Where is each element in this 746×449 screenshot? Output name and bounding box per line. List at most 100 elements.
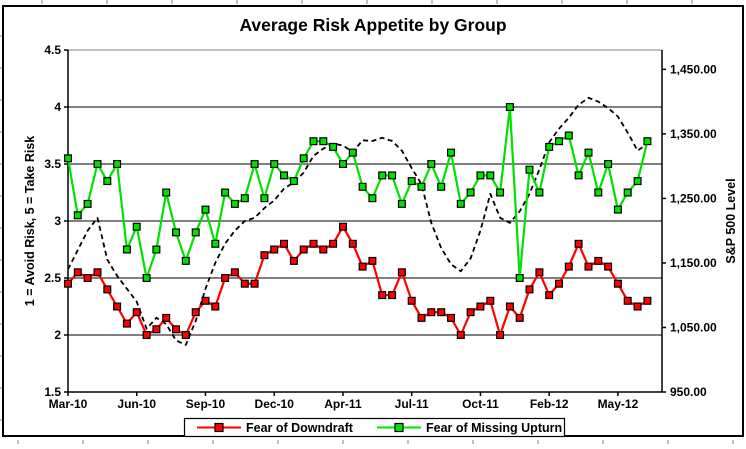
series-marker-fear-of-downdraft — [368, 256, 377, 265]
axes — [64, 49, 666, 396]
series-marker-fear-of-downdraft — [348, 239, 357, 248]
series-marker-fear-of-downdraft — [299, 245, 308, 254]
series-marker-fear-of-downdraft — [211, 302, 220, 311]
series-marker-fear-of-missing-upturn — [584, 148, 593, 157]
series-marker-fear-of-missing-upturn — [407, 177, 416, 186]
x-axis-tick-label: May-12 — [598, 397, 639, 411]
series-marker-fear-of-missing-upturn — [643, 137, 652, 146]
series-marker-fear-of-missing-upturn — [280, 171, 289, 180]
x-axis-tick-label: Feb-12 — [530, 397, 569, 411]
series-marker-fear-of-missing-upturn — [388, 171, 397, 180]
series-marker-fear-of-missing-upturn — [378, 171, 387, 180]
series-marker-fear-of-missing-upturn — [594, 188, 603, 197]
series-marker-fear-of-missing-upturn — [348, 148, 357, 157]
series-marker-fear-of-missing-upturn — [466, 188, 475, 197]
series-layer — [63, 96, 652, 346]
series-marker-fear-of-missing-upturn — [554, 137, 563, 146]
series-marker-fear-of-downdraft — [270, 245, 279, 254]
series-marker-fear-of-downdraft — [280, 239, 289, 248]
left-axis-title: 1 = Avoid Risk, 5 = Take Risk — [23, 136, 37, 307]
x-axis-tick-label: Oct-11 — [462, 397, 499, 411]
x-axis-tick-label: Dec-10 — [255, 397, 295, 411]
series-marker-fear-of-missing-upturn — [289, 177, 298, 186]
series-marker-fear-of-downdraft — [83, 274, 92, 283]
right-axis-title: S&P 500 Level — [724, 178, 738, 263]
series-marker-fear-of-downdraft — [73, 268, 82, 277]
series-marker-fear-of-downdraft — [574, 239, 583, 248]
left-axis-tick-label: 2 — [54, 328, 61, 342]
series-marker-fear-of-downdraft — [496, 331, 505, 340]
series-marker-fear-of-downdraft — [181, 331, 190, 340]
series-marker-fear-of-missing-upturn — [417, 182, 426, 191]
series-marker-fear-of-missing-upturn — [201, 205, 210, 214]
x-axis-tick-label: Jul-11 — [395, 397, 429, 411]
right-axis-tick-label: 1,450.00 — [670, 62, 717, 76]
series-marker-fear-of-downdraft — [132, 308, 141, 317]
series-marker-fear-of-missing-upturn — [260, 194, 269, 203]
series-marker-fear-of-missing-upturn — [613, 205, 622, 214]
series-marker-fear-of-missing-upturn — [319, 137, 328, 146]
series-marker-fear-of-missing-upturn — [574, 171, 583, 180]
series-marker-fear-of-downdraft — [633, 302, 642, 311]
series-marker-fear-of-missing-upturn — [427, 160, 436, 169]
left-axis-tick-label: 4.5 — [44, 43, 61, 57]
x-axis-tick-label: Mar-10 — [49, 397, 88, 411]
legend-box — [183, 417, 566, 438]
series-marker-fear-of-downdraft — [554, 279, 563, 288]
series-marker-fear-of-downdraft — [515, 313, 524, 322]
series-marker-fear-of-downdraft — [564, 262, 573, 271]
series-marker-fear-of-downdraft — [260, 251, 269, 260]
series-marker-fear-of-missing-upturn — [505, 102, 514, 111]
right-axis-tick-label: 1,350.00 — [670, 127, 717, 141]
series-marker-fear-of-downdraft — [358, 262, 367, 271]
series-marker-fear-of-downdraft — [319, 245, 328, 254]
left-axis-tick-label: 4 — [54, 100, 61, 114]
series-marker-fear-of-downdraft — [594, 256, 603, 265]
series-marker-fear-of-missing-upturn — [172, 228, 181, 237]
series-marker-fear-of-downdraft — [63, 279, 72, 288]
series-marker-fear-of-missing-upturn — [83, 199, 92, 208]
series-marker-fear-of-downdraft — [329, 239, 338, 248]
series-marker-fear-of-downdraft — [476, 302, 485, 311]
series-marker-fear-of-missing-upturn — [604, 160, 613, 169]
x-axis-tick-label: Jun-10 — [117, 397, 156, 411]
right-axis-tick-label: 1,150.00 — [670, 256, 717, 270]
legend[interactable]: Fear of Downdraft Fear of Missing Upturn — [183, 417, 566, 438]
series-marker-fear-of-missing-upturn — [486, 171, 495, 180]
series-marker-fear-of-missing-upturn — [270, 160, 279, 169]
series-marker-fear-of-missing-upturn — [299, 154, 308, 163]
series-marker-fear-of-downdraft — [339, 222, 348, 231]
spreadsheet-cell-edges — [0, 0, 734, 444]
series-marker-fear-of-missing-upturn — [63, 154, 72, 163]
series-marker-fear-of-missing-upturn — [476, 171, 485, 180]
series-marker-fear-of-downdraft — [535, 268, 544, 277]
series-marker-fear-of-missing-upturn — [623, 188, 632, 197]
series-marker-fear-of-missing-upturn — [93, 160, 102, 169]
right-axis-tick-label: 1,050.00 — [670, 320, 717, 334]
series-line-s-p-500-level — [67, 96, 648, 346]
x-axis-tick-label: Sep-10 — [186, 397, 226, 411]
series-marker-fear-of-downdraft — [152, 325, 161, 334]
series-marker-fear-of-downdraft — [417, 313, 426, 322]
tick-labels: 4.5 4 3.5 3 2.5 2 1.5 1,450.00 1,350.00 1,250.00 1… — [44, 43, 717, 411]
legend-item-fear-of-missing-upturn: Fear of Missing Upturn — [377, 421, 562, 435]
series-marker-fear-of-downdraft — [250, 279, 259, 288]
legend-label-fear-of-missing-upturn: Fear of Missing Upturn — [426, 421, 562, 435]
series-marker-fear-of-downdraft — [437, 308, 446, 317]
series-marker-fear-of-downdraft — [122, 319, 131, 328]
series-marker-fear-of-downdraft — [172, 325, 181, 334]
x-axis-tick-label: Apr-11 — [324, 397, 362, 411]
series-marker-fear-of-downdraft — [309, 239, 318, 248]
series-marker-fear-of-missing-upturn — [515, 274, 524, 283]
series-marker-fear-of-missing-upturn — [103, 177, 112, 186]
series-marker-fear-of-missing-upturn — [191, 228, 200, 237]
series-marker-fear-of-missing-upturn — [564, 131, 573, 140]
legend-item-fear-of-downdraft: Fear of Downdraft — [197, 421, 354, 435]
series-marker-fear-of-downdraft — [378, 291, 387, 300]
left-axis-tick-label: 3 — [54, 214, 61, 228]
legend-marker-red — [214, 422, 224, 433]
series-marker-fear-of-downdraft — [505, 302, 514, 311]
series-marker-fear-of-missing-upturn — [73, 211, 82, 220]
series-marker-fear-of-missing-upturn — [250, 160, 259, 169]
